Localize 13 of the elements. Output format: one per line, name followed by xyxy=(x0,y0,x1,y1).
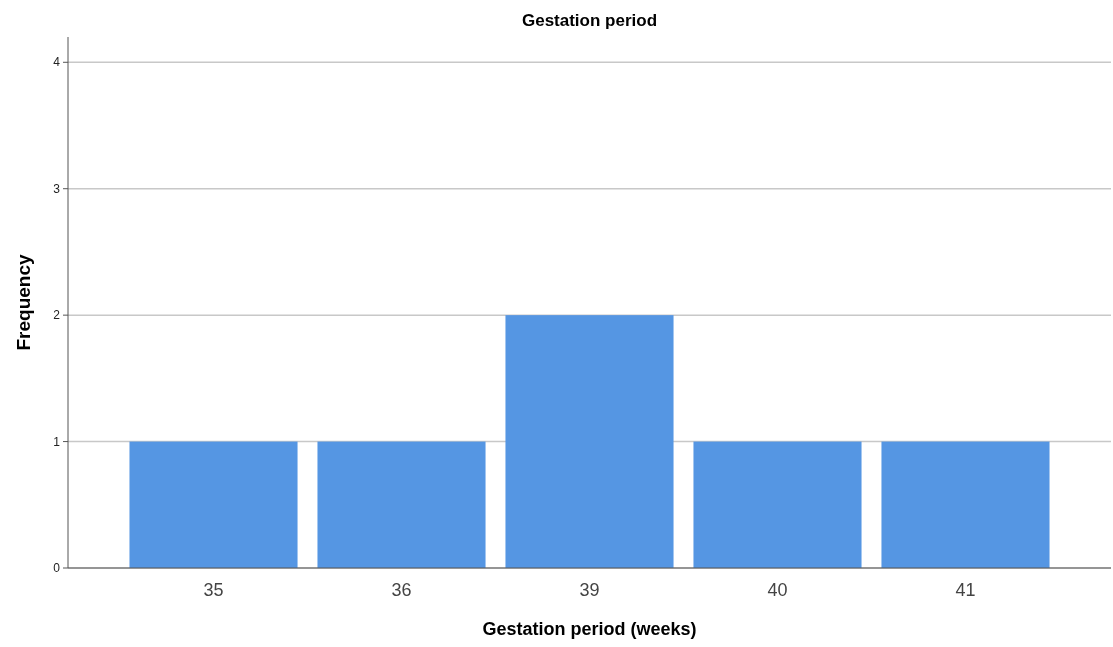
chart-title: Gestation period xyxy=(521,11,658,30)
x-tick-label: 35 xyxy=(203,580,224,600)
y-tick-label: 4 xyxy=(53,55,61,70)
x-tick-label: 39 xyxy=(579,580,600,600)
x-tick-label: 40 xyxy=(767,580,788,600)
x-tick-label: 41 xyxy=(955,580,976,600)
y-tick-label: 0 xyxy=(53,561,61,576)
y-axis-title: Frequency xyxy=(13,254,34,351)
y-tick-label: 3 xyxy=(53,181,61,196)
y-tick-label: 2 xyxy=(53,308,61,323)
x-axis-title: Gestation period (weeks) xyxy=(482,619,697,639)
x-tick-label: 36 xyxy=(391,580,412,600)
y-tick-label: 1 xyxy=(53,434,61,449)
